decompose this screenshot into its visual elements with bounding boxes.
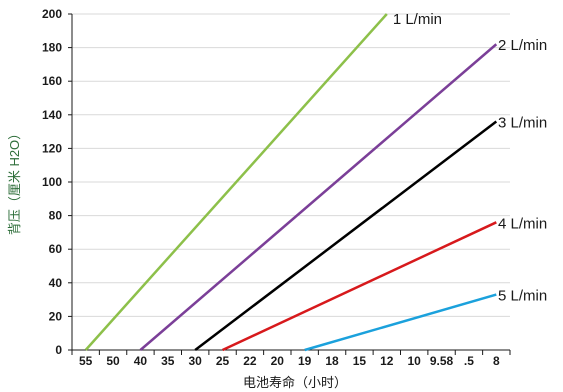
x-tick-label: 15 (353, 354, 367, 368)
y-tick-label: 180 (42, 41, 62, 55)
series-line (194, 120, 498, 351)
series-label: 1 L/min (393, 11, 442, 28)
y-tick-label: 100 (42, 175, 62, 189)
x-tick-label: 25 (216, 354, 230, 368)
y-tick-label: 20 (49, 309, 63, 323)
y-tick-label: 140 (42, 108, 62, 122)
x-tick-label: 19 (298, 354, 312, 368)
y-tick-label: 160 (42, 74, 62, 88)
series-lines (84, 13, 498, 352)
series-labels: 1 L/min 2 L/min 3 L/min 4 L/min 5 L/min (393, 11, 547, 305)
x-tick-label: 10 (408, 354, 422, 368)
y-tick-label: 120 (42, 141, 62, 155)
y-axis-title: 背压（厘米 H2O） (7, 127, 22, 235)
y-tick-label: 0 (55, 343, 62, 357)
series-label: 2 L/min (498, 37, 547, 54)
x-tick-label: 22 (243, 354, 257, 368)
y-tick-label: 80 (49, 209, 63, 223)
series-line (84, 13, 388, 351)
x-tick-label: 50 (106, 354, 120, 368)
y-tick-labels: 0 20 40 60 80 100 120 140 160 180 200 (42, 7, 62, 357)
x-tick-label: 40 (134, 354, 148, 368)
x-tick-label: 20 (271, 354, 285, 368)
x-tick-labels: 55 50 40 35 30 25 22 20 19 18 15 12 10 9.58 .5 8 (79, 354, 500, 368)
y-tick-label: 60 (49, 242, 63, 256)
x-tick-label: 8 (493, 354, 500, 368)
series-line (139, 43, 498, 351)
x-tick-label: 12 (380, 354, 394, 368)
x-axis-title: 电池寿命（小时） (243, 375, 347, 390)
x-tick-label: 55 (79, 354, 93, 368)
x-tick-label: .5 (464, 354, 474, 368)
x-tick-label: 18 (325, 354, 339, 368)
x-tick-label: 35 (161, 354, 175, 368)
x-tick-label: 30 (189, 354, 203, 368)
series-label: 5 L/min (498, 288, 547, 305)
series-line (222, 221, 497, 352)
x-tick-label: 9.58 (430, 354, 454, 368)
series-line (304, 293, 497, 352)
series-label: 3 L/min (498, 115, 547, 132)
gridlines (72, 13, 510, 317)
axes (68, 13, 511, 355)
y-tick-label: 200 (42, 7, 62, 21)
y-tick-label: 40 (49, 276, 63, 290)
series-label: 4 L/min (498, 215, 547, 232)
